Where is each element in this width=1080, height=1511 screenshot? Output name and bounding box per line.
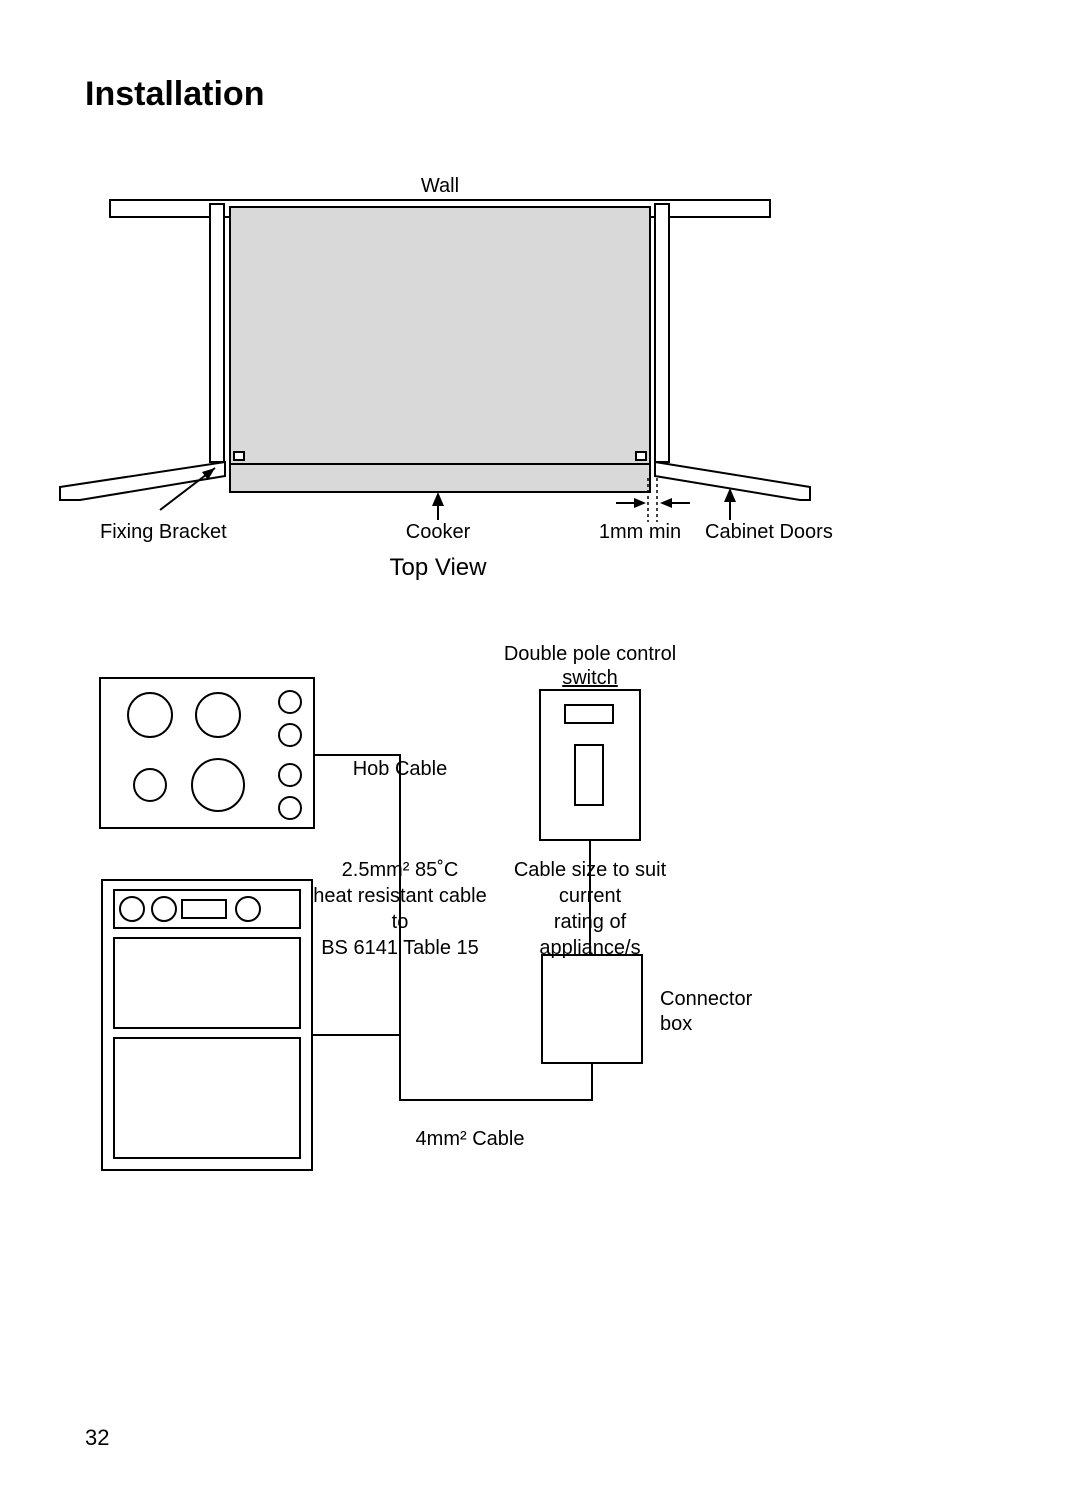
label-cabinet-doors: Cabinet Doors xyxy=(705,521,833,543)
label-size-1: Cable size to suit xyxy=(514,859,667,881)
label-size-3: rating of xyxy=(554,911,627,933)
label-wall: Wall xyxy=(421,175,459,197)
label-switch-2: switch xyxy=(562,667,618,689)
arrowhead-cooker xyxy=(432,492,444,506)
gap-arrow-right-head xyxy=(660,498,672,508)
label-connector-1: Connector xyxy=(660,988,753,1010)
label-spec-1: 2.5mm² 85˚C xyxy=(342,859,459,881)
cabinet-strip-left xyxy=(210,204,224,462)
bracket-right xyxy=(636,452,646,460)
label-size-2: current xyxy=(559,885,622,907)
label-hob-cable: Hob Cable xyxy=(353,758,448,780)
connector-box xyxy=(542,955,642,1063)
label-connector-2: box xyxy=(660,1013,692,1035)
wiring-group: Double pole control switch Hob Cable 2.5… xyxy=(100,643,753,1170)
label-bottom-cable: 4mm² Cable xyxy=(416,1128,525,1150)
cooker-front xyxy=(230,464,650,492)
top-view-group: Wall xyxy=(60,175,833,581)
bracket-left xyxy=(234,452,244,460)
label-gap: 1mm min xyxy=(599,521,681,543)
oven-display xyxy=(182,900,226,918)
hob-outer xyxy=(100,678,314,828)
switch-rocker xyxy=(575,745,603,805)
oven-door-1 xyxy=(114,938,300,1028)
page-number: 32 xyxy=(85,1425,109,1451)
label-fixing-bracket: Fixing Bracket xyxy=(100,521,227,543)
label-size-4: appliance/s xyxy=(539,937,640,959)
label-spec-4: BS 6141 Table 15 xyxy=(321,937,479,959)
cabinet-strip-right xyxy=(655,204,669,462)
installation-diagram: Wall xyxy=(0,0,1080,1511)
oven-door-2 xyxy=(114,1038,300,1158)
label-spec-3: to xyxy=(392,911,409,933)
page-root: Installation Wall xyxy=(0,0,1080,1511)
gap-arrow-left-head xyxy=(634,498,646,508)
label-cooker: Cooker xyxy=(406,521,471,543)
cooker-body xyxy=(230,207,650,464)
switch-slot xyxy=(565,705,613,723)
label-spec-2: heat resistant cable xyxy=(313,885,486,907)
label-switch-1: Double pole control xyxy=(504,643,676,665)
top-view-title: Top View xyxy=(390,554,488,581)
countertop-left xyxy=(60,462,225,500)
